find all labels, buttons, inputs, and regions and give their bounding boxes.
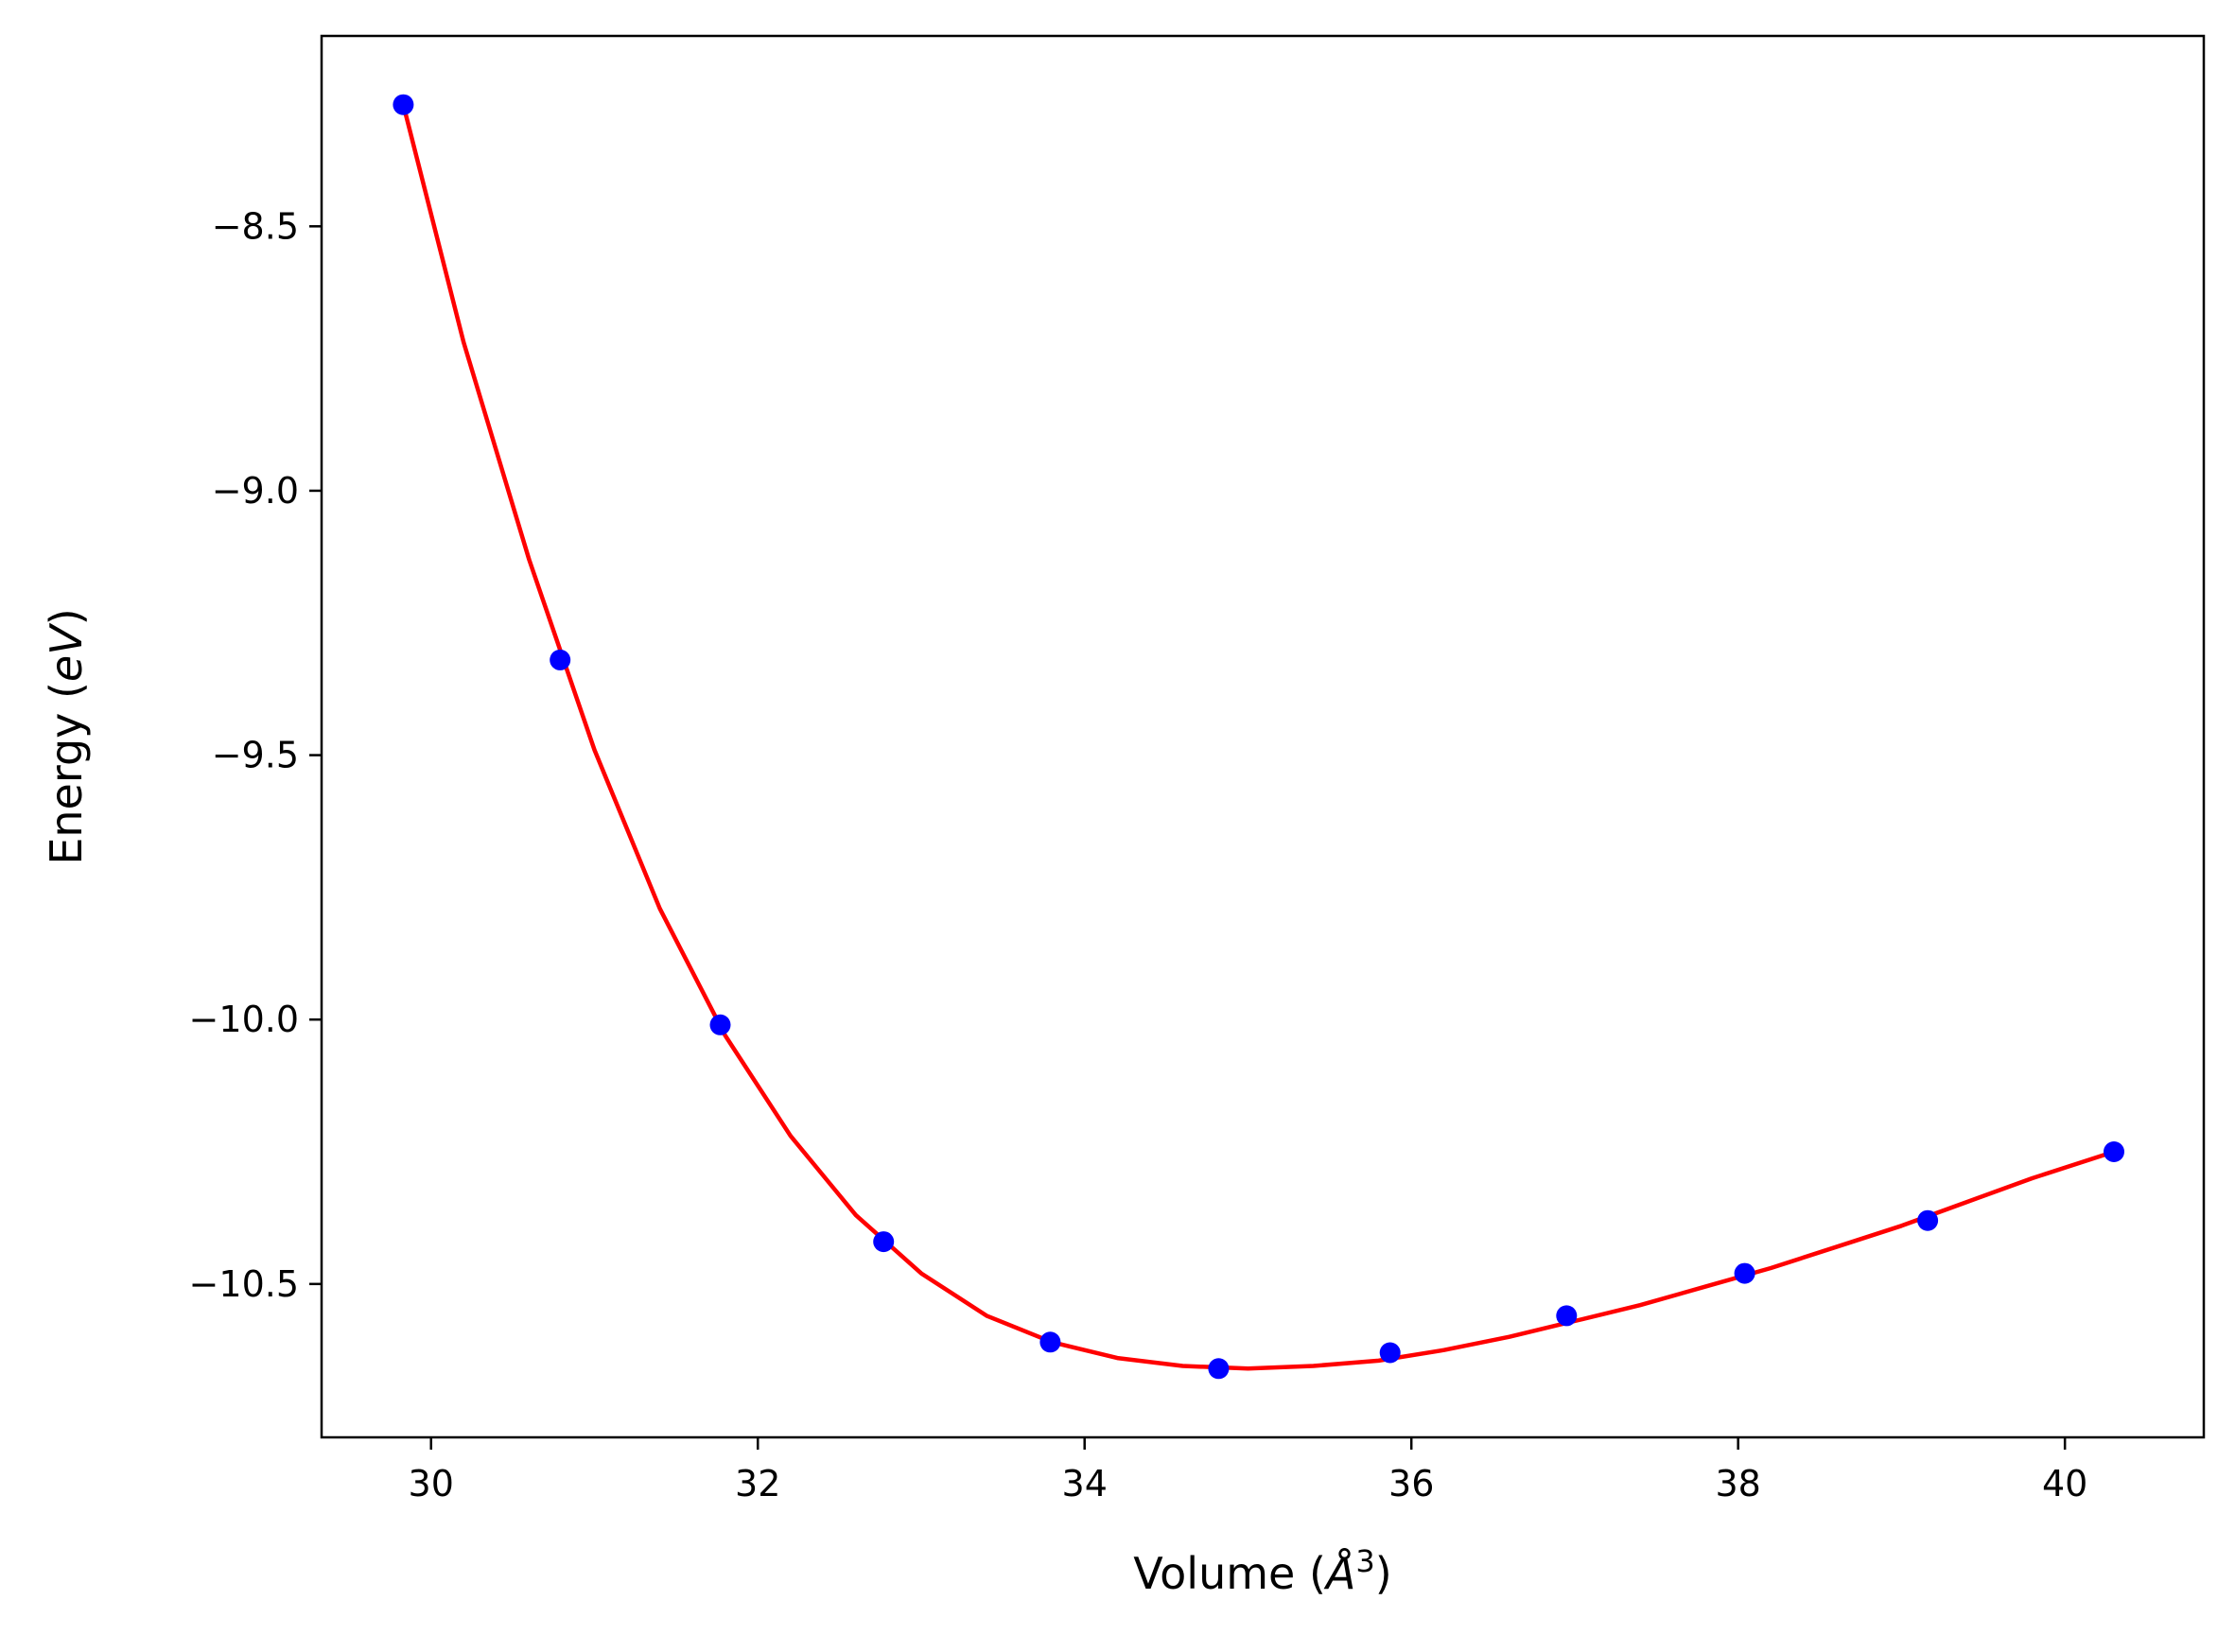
plot-frame — [320, 34, 2206, 1439]
data-point — [1917, 1209, 1939, 1231]
x-tick-label: 34 — [1062, 1463, 1108, 1504]
data-point — [1734, 1262, 1755, 1284]
fit-curve-layer — [401, 104, 2115, 1371]
data-point — [550, 649, 571, 670]
y-tick-label: −10.5 — [189, 1263, 299, 1305]
data-points-layer — [393, 94, 2124, 1380]
y-axis-label: Energy (eV) — [41, 608, 92, 864]
data-point — [393, 94, 414, 115]
x-axis-label-text: Volume — [1133, 1548, 1295, 1599]
data-point — [873, 1231, 895, 1253]
y-axis-label-unit: eV — [41, 622, 92, 682]
y-axis-label-text: Energy — [41, 713, 92, 865]
fit-curve-line — [401, 104, 2115, 1371]
x-axis-ticks: 30 32 34 36 38 40 — [409, 1437, 2087, 1504]
x-tick-label: 32 — [735, 1463, 780, 1504]
x-axis-label-unit: Å — [1323, 1548, 1355, 1599]
data-point — [1208, 1358, 1230, 1380]
data-point — [1039, 1331, 1061, 1353]
x-tick-label: 30 — [409, 1463, 454, 1504]
data-point — [1556, 1305, 1578, 1327]
x-axis-label-exponent: 3 — [1355, 1543, 1374, 1579]
y-tick-label: −10.0 — [189, 999, 299, 1040]
x-tick-label: 38 — [1716, 1463, 1761, 1504]
x-tick-label: 40 — [2042, 1463, 2087, 1504]
x-axis-label: Volume (Å3) — [1133, 1543, 1391, 1599]
y-tick-label: −9.0 — [212, 470, 299, 512]
data-point — [1379, 1342, 1401, 1364]
y-tick-label: −8.5 — [212, 205, 299, 247]
y-axis-ticks: −8.5 −9.0 −9.5 −10.0 −10.5 — [189, 205, 322, 1305]
x-tick-label: 36 — [1388, 1463, 1434, 1504]
data-point — [2104, 1141, 2124, 1162]
data-point — [709, 1014, 731, 1035]
y-tick-label: −9.5 — [212, 735, 299, 776]
